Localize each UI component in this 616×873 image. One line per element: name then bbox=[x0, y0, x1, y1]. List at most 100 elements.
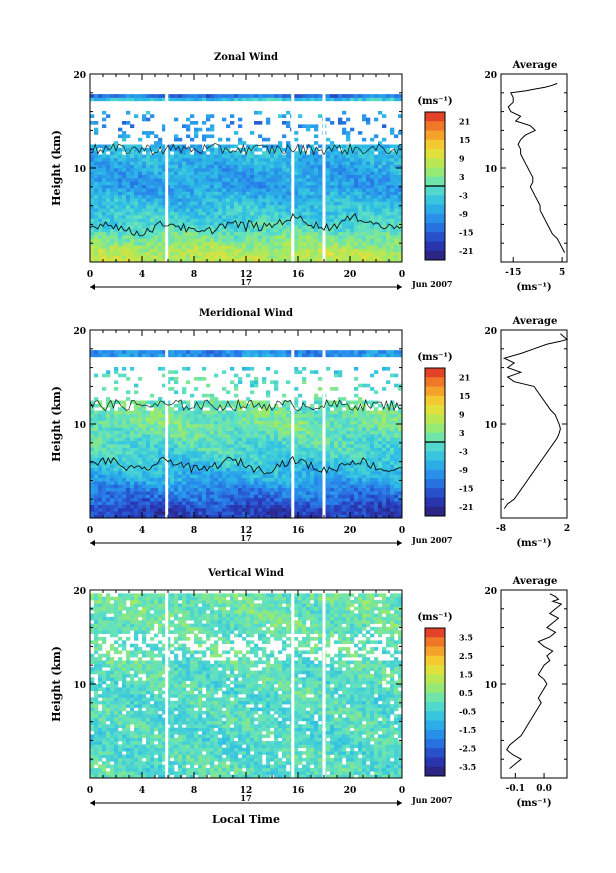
heatmap-cell bbox=[250, 168, 255, 172]
heatmap-cell bbox=[302, 181, 307, 186]
heatmap-cell bbox=[118, 174, 123, 179]
heatmap-cell bbox=[346, 157, 351, 162]
heatmap-cell bbox=[326, 511, 331, 515]
heatmap-cell bbox=[122, 241, 127, 246]
heatmap-cell bbox=[110, 444, 115, 448]
heatmap-cell bbox=[314, 127, 319, 132]
heatmap-cell bbox=[330, 450, 335, 455]
heatmap-cell bbox=[102, 178, 107, 182]
heatmap-cell bbox=[334, 238, 339, 243]
heatmap-cell bbox=[162, 447, 167, 452]
heatmap-cell bbox=[318, 501, 323, 505]
heatmap-cell bbox=[254, 487, 259, 492]
heatmap-cell bbox=[398, 178, 403, 182]
heatmap-cell bbox=[286, 168, 291, 172]
heatmap-cell bbox=[246, 450, 251, 455]
heatmap-cell bbox=[182, 251, 187, 256]
heatmap-cell bbox=[358, 251, 363, 256]
heatmap-cell bbox=[378, 204, 383, 209]
colorbar-band bbox=[425, 112, 445, 122]
heatmap-cell bbox=[250, 188, 255, 192]
heatmap-cell bbox=[178, 474, 183, 479]
heatmap-cell bbox=[134, 251, 139, 256]
heatmap-cell bbox=[174, 157, 179, 162]
heatmap-cell bbox=[118, 171, 123, 176]
heatmap-cell bbox=[358, 225, 363, 229]
heatmap-cell bbox=[278, 507, 283, 512]
heatmap-cell bbox=[314, 450, 319, 455]
heatmap-cell bbox=[298, 501, 303, 505]
heatmap-cell bbox=[178, 471, 183, 475]
heatmap-cell bbox=[374, 194, 379, 199]
heatmap-cell bbox=[190, 255, 195, 259]
heatmap-cell bbox=[106, 464, 111, 468]
heatmap-cell bbox=[362, 484, 367, 489]
heatmap-cell bbox=[150, 501, 155, 505]
heatmap-cell bbox=[266, 484, 271, 489]
heatmap-cell bbox=[242, 181, 247, 186]
heatmap-cell bbox=[198, 215, 203, 219]
heatmap-cell bbox=[134, 454, 139, 458]
heatmap-cell bbox=[126, 484, 131, 489]
heatmap-cell bbox=[234, 255, 239, 259]
heatmap-cell bbox=[234, 218, 239, 223]
heatmap-cell bbox=[382, 477, 387, 482]
heatmap-cell bbox=[214, 147, 219, 152]
heatmap-cell bbox=[358, 514, 363, 519]
heatmap-cell bbox=[382, 447, 387, 452]
heatmap-cell bbox=[282, 467, 287, 472]
heatmap-cell bbox=[234, 225, 239, 229]
heatmap-cell bbox=[338, 161, 343, 165]
heatmap-cell bbox=[154, 437, 159, 442]
heatmap-cell bbox=[206, 238, 211, 243]
heatmap-cell bbox=[110, 248, 115, 253]
heatmap-cell bbox=[294, 97, 299, 102]
heatmap-cell bbox=[178, 231, 183, 236]
heatmap-cell bbox=[398, 188, 403, 192]
heatmap-cell bbox=[154, 204, 159, 209]
heatmap-cell bbox=[94, 225, 99, 229]
heatmap-cell bbox=[206, 184, 211, 189]
heatmap-cell bbox=[258, 241, 263, 246]
heatmap-cell bbox=[158, 208, 163, 212]
heatmap-cell bbox=[330, 178, 335, 182]
heatmap-cell bbox=[330, 487, 335, 492]
heatmap-cell bbox=[358, 164, 363, 169]
heatmap-cell bbox=[130, 457, 135, 462]
heatmap-cell bbox=[334, 457, 339, 462]
heatmap-cell bbox=[134, 221, 139, 226]
heatmap-cell bbox=[258, 491, 263, 495]
heatmap-cell bbox=[118, 258, 123, 263]
heatmap-cell bbox=[314, 235, 319, 239]
heatmap-cell bbox=[358, 178, 363, 182]
heatmap-cell bbox=[126, 144, 131, 149]
heatmap-cell bbox=[342, 504, 347, 509]
heatmap-cell bbox=[390, 204, 395, 209]
heatmap-cell bbox=[242, 225, 247, 229]
heatmap-cell bbox=[146, 208, 151, 212]
heatmap-cell bbox=[258, 168, 263, 172]
heatmap-cell bbox=[282, 511, 287, 515]
heatmap-cell bbox=[126, 218, 131, 223]
heatmap-cell bbox=[310, 511, 315, 515]
heatmap-cell bbox=[198, 501, 203, 505]
heatmap-cell bbox=[234, 204, 239, 209]
heatmap-cell bbox=[266, 94, 271, 98]
heatmap-cell bbox=[142, 444, 147, 448]
heatmap-cell bbox=[138, 231, 143, 236]
heatmap-cell bbox=[386, 467, 391, 472]
heatmap-cell bbox=[354, 477, 359, 482]
heatmap-cell bbox=[270, 255, 275, 259]
heatmap-cell bbox=[230, 144, 235, 149]
heatmap-cell bbox=[282, 251, 287, 256]
heatmap-cell bbox=[90, 457, 95, 462]
heatmap-cell bbox=[258, 181, 263, 186]
heatmap-cell bbox=[334, 241, 339, 246]
heatmap-cell bbox=[250, 235, 255, 239]
heatmap-cell bbox=[278, 447, 283, 452]
heatmap-cell bbox=[134, 94, 139, 98]
heatmap-cell bbox=[258, 154, 263, 159]
heatmap-cell bbox=[326, 460, 331, 465]
heatmap-cell bbox=[198, 231, 203, 236]
